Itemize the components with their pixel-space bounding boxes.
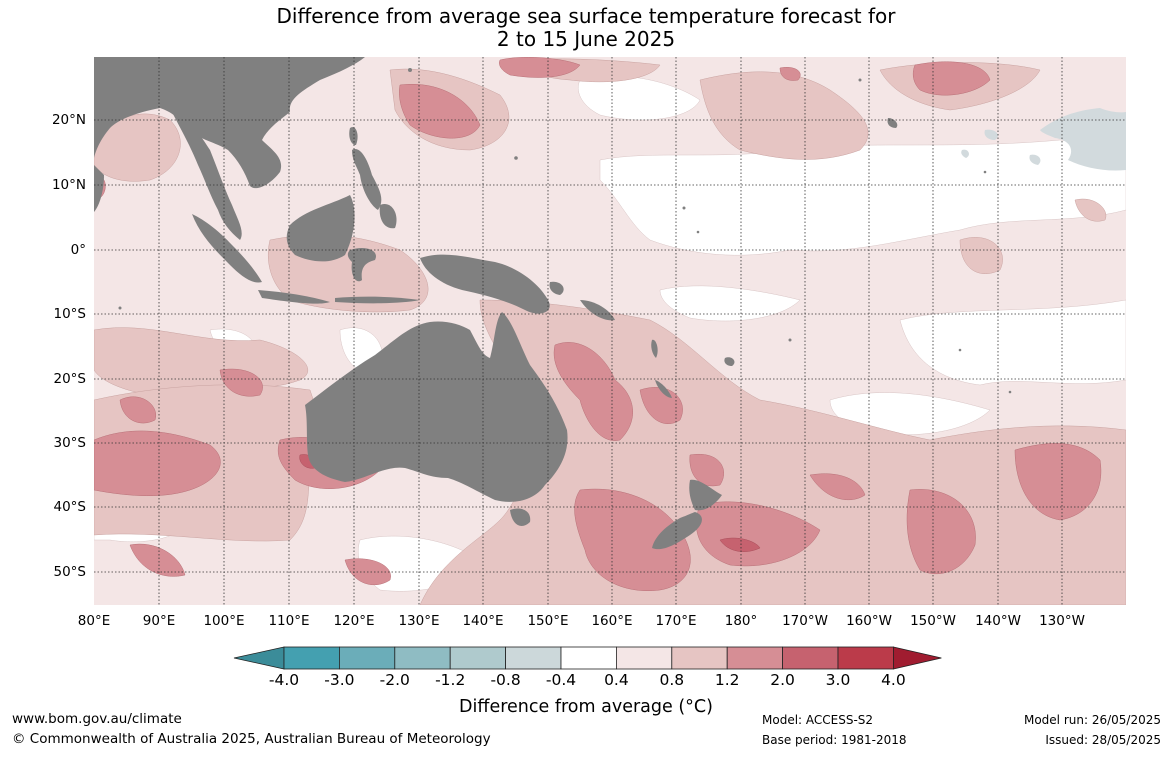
colorbar-tick-label: -3.0 <box>324 671 355 689</box>
colorbar-segment <box>726 646 784 670</box>
colorbar-segment <box>283 646 340 670</box>
colorbar-tick-label: 2.0 <box>770 671 795 689</box>
colorbar-tick-label: 1.2 <box>714 671 740 689</box>
lon-label-140w: 140°W <box>975 613 1021 629</box>
lon-label-180: 180° <box>724 613 758 629</box>
copyright-text: © Commonwealth of Australia 2025, Austra… <box>12 731 491 747</box>
colorbar-under-arrow <box>233 646 285 670</box>
lon-label-120e: 120°E <box>333 613 375 629</box>
land-masses <box>94 57 1012 550</box>
lon-label-160w: 160°W <box>846 613 892 629</box>
issued-date: Issued: 28/05/2025 <box>1045 733 1161 747</box>
no-data-region <box>961 108 1126 171</box>
lat-label-20s: 20°S <box>53 371 87 387</box>
lat-label-10s: 10°S <box>53 306 87 322</box>
colorbar-tick-label: -1.2 <box>435 671 466 689</box>
lat-label-50s: 50°S <box>53 564 87 580</box>
lon-label-140e: 140°E <box>462 613 504 629</box>
colorbar-segment <box>505 646 562 670</box>
lon-label-150e: 150°E <box>527 613 569 629</box>
lat-label-20n: 20°N <box>51 112 86 128</box>
map-area <box>94 57 1126 605</box>
lat-label-30s: 30°S <box>53 435 87 451</box>
colorbar-tick-label: 0.8 <box>659 671 685 689</box>
website-link[interactable]: www.bom.gov.au/climate <box>12 711 182 727</box>
colorbar-tick-label: -2.0 <box>379 671 410 689</box>
colorbar-tick-label: -0.4 <box>545 671 577 689</box>
colorbar-segment <box>616 646 673 670</box>
colorbar-tick-label: -0.8 <box>490 671 521 689</box>
colorbar-segment <box>394 646 451 670</box>
graticule <box>94 57 1126 605</box>
lon-label-130e: 130°E <box>398 613 440 629</box>
colorbar-over-arrow <box>893 646 942 670</box>
lon-label-170w: 170°W <box>782 613 828 629</box>
model-name: Model: ACCESS-S2 <box>762 713 874 727</box>
lon-label-150w: 150°W <box>910 613 956 629</box>
colorbar <box>233 646 942 670</box>
lat-label-10n: 10°N <box>51 177 86 193</box>
lon-label-160e: 160°E <box>591 613 633 629</box>
colorbar-tick-label: 0.4 <box>604 671 629 689</box>
base-period: Base period: 1981-2018 <box>762 733 907 747</box>
lon-label-80e: 80°E <box>77 613 111 629</box>
colorbar-segment <box>338 646 396 670</box>
map-title-line2: 2 to 15 June 2025 <box>496 27 676 51</box>
colorbar-tick-label: -4.0 <box>268 671 300 689</box>
model-run-date: Model run: 26/05/2025 <box>1023 713 1161 727</box>
colorbar-tick-label: 3.0 <box>825 671 851 689</box>
colorbar-tick-label: 4.0 <box>881 671 906 689</box>
lon-label-100e: 100°E <box>203 613 245 629</box>
lon-label-110e: 110°E <box>268 613 310 629</box>
map-title-line1: Difference from average sea surface temp… <box>276 4 896 28</box>
colorbar-segment <box>671 646 728 670</box>
lat-label-0: 0° <box>70 242 86 258</box>
lon-label-170e: 170°E <box>655 613 697 629</box>
map-title: Difference from average sea surface temp… <box>0 5 1173 51</box>
colorbar-label: Difference from average (°C) <box>459 697 713 717</box>
colorbar-segment <box>837 646 894 670</box>
colorbar-segment <box>449 646 507 670</box>
lon-label-90e: 90°E <box>142 613 176 629</box>
lon-label-130w: 130°W <box>1039 613 1085 629</box>
colorbar-segment <box>782 646 839 670</box>
lat-label-40s: 40°S <box>53 499 87 515</box>
colorbar-segment <box>560 646 617 670</box>
